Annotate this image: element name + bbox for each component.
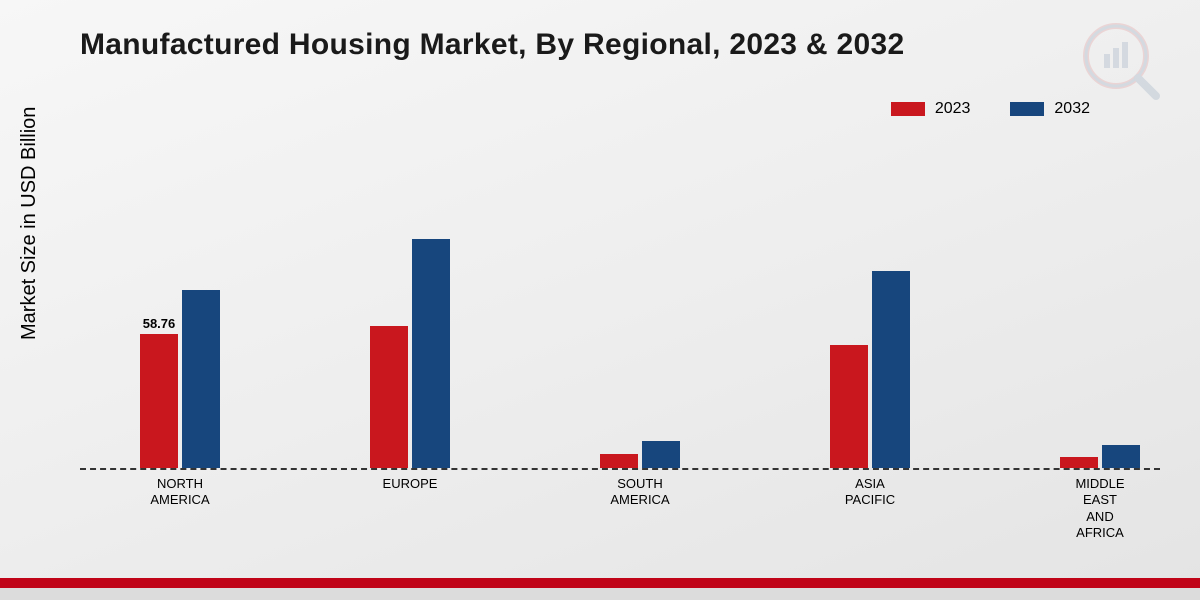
bar (370, 326, 408, 468)
chart-title: Manufactured Housing Market, By Regional… (80, 28, 904, 62)
bar-group (1060, 445, 1140, 468)
bar (872, 271, 910, 468)
bar (600, 454, 638, 468)
legend: 2023 2032 (891, 100, 1090, 118)
legend-item-2032: 2032 (1010, 100, 1090, 118)
bar-group: 58.76 (140, 290, 220, 468)
bar-group (830, 271, 910, 468)
legend-label-2023: 2023 (935, 100, 971, 118)
x-axis-label: ASIA PACIFIC (845, 476, 895, 509)
legend-swatch-2023 (891, 102, 925, 116)
bar-value-label: 58.76 (143, 316, 176, 331)
y-axis-label: Market Size in USD Billion (18, 107, 41, 340)
bar (830, 345, 868, 468)
footer-red-stripe (0, 578, 1200, 588)
watermark-logo (1080, 20, 1160, 105)
x-axis: NORTH AMERICA EUROPE SOUTH AMERICA ASIA PAC… (80, 476, 1160, 556)
legend-swatch-2032 (1010, 102, 1044, 116)
bar (412, 239, 450, 468)
bar (182, 290, 220, 468)
x-axis-label: NORTH AMERICA (150, 476, 209, 509)
plot-area: 58.76 (80, 150, 1160, 470)
x-axis-label: SOUTH AMERICA (610, 476, 669, 509)
x-axis-label: EUROPE (383, 476, 438, 492)
legend-item-2023: 2023 (891, 100, 971, 118)
bar (1060, 457, 1098, 468)
x-axis-label: MIDDLE EAST AND AFRICA (1075, 476, 1124, 541)
bar (642, 441, 680, 468)
bar (1102, 445, 1140, 468)
footer-band (0, 578, 1200, 600)
bar-group (370, 239, 450, 468)
bar-group (600, 441, 680, 468)
legend-label-2032: 2032 (1054, 100, 1090, 118)
footer-gray-stripe (0, 588, 1200, 600)
bar: 58.76 (140, 334, 178, 468)
